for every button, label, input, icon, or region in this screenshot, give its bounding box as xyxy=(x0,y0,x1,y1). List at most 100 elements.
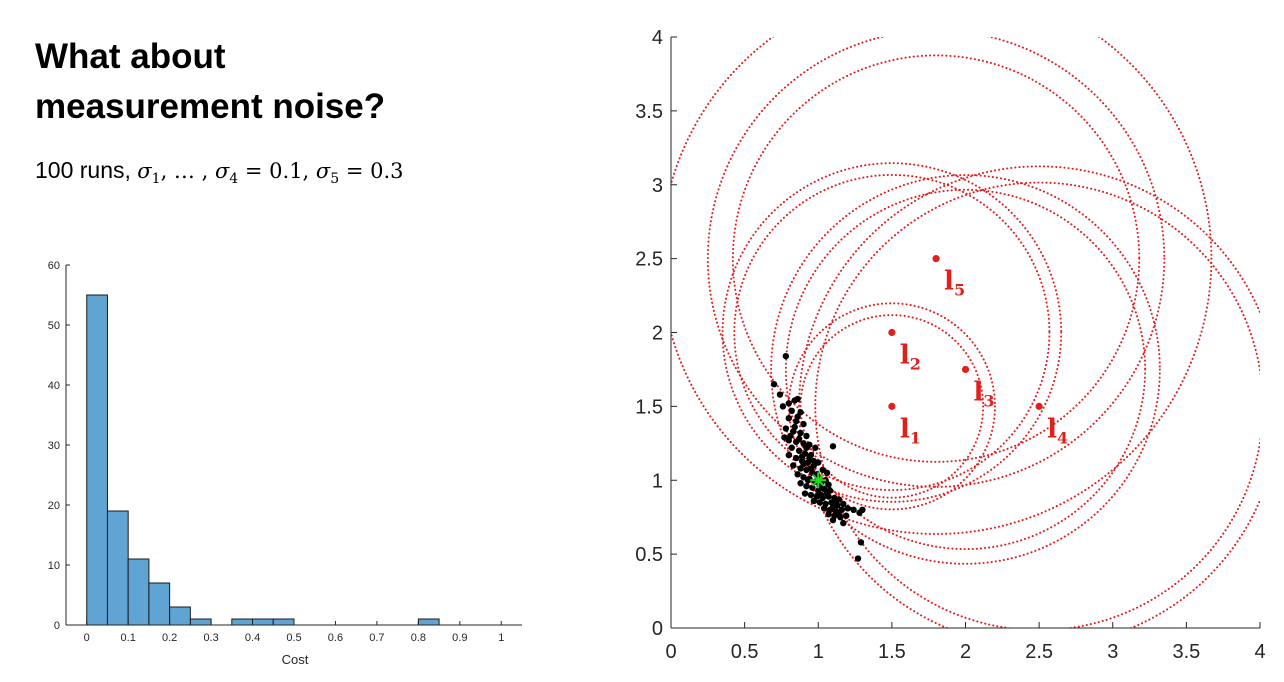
position-estimate-dot xyxy=(840,519,847,527)
histogram-x-tick-label: 0.4 xyxy=(245,632,260,644)
histogram-y-tick-label: 20 xyxy=(48,500,60,512)
subtitle-formula: σ1, … , σ4 = 0.1, σ5 = 0.3 xyxy=(137,159,404,187)
position-estimate-dot xyxy=(803,482,810,490)
histogram-x-tick-label: 0.6 xyxy=(328,632,343,644)
position-estimate-dot xyxy=(807,491,815,499)
position-estimate-dot xyxy=(823,490,831,497)
position-estimate-dot xyxy=(817,491,825,499)
position-estimate-dot xyxy=(800,460,807,468)
landmark-label: l5 xyxy=(944,267,965,300)
position-estimate-dot xyxy=(803,444,810,451)
scatter-y-tick-label: 1 xyxy=(652,470,663,492)
landmark-label: l2 xyxy=(900,341,921,374)
range-circle xyxy=(814,181,1260,628)
position-estimate-dot xyxy=(823,469,831,477)
range-circle xyxy=(733,173,1051,492)
formula-eq2: = 0.3 xyxy=(339,159,404,183)
scatter-x-tick-label: 2 xyxy=(960,641,971,663)
position-estimate-dot xyxy=(806,454,813,462)
slide-subtitle: 100 runs, σ1, … , σ4 = 0.1, σ5 = 0.3 xyxy=(35,157,404,187)
histogram-x-tick-label: 0.3 xyxy=(203,632,218,644)
position-estimate-dot xyxy=(794,395,801,403)
histogram-x-tick-label: 0.7 xyxy=(369,632,384,644)
position-estimate-dot xyxy=(825,511,832,518)
scatter-x-tick-label: 0 xyxy=(665,641,676,663)
subtitle-prefix: 100 runs, xyxy=(35,157,138,183)
position-estimate-dot xyxy=(770,381,778,388)
position-estimate-dot xyxy=(801,490,809,497)
position-estimate-dot xyxy=(785,400,792,407)
position-estimate-dot xyxy=(797,480,804,487)
position-estimate-dot xyxy=(807,465,815,472)
position-estimate-dot xyxy=(829,443,837,450)
position-estimate-dot xyxy=(809,484,816,491)
histogram-y-tick-label: 0 xyxy=(54,620,60,632)
position-estimate-dot xyxy=(779,403,787,410)
position-estimate-dot xyxy=(792,454,800,462)
scatter-y-tick-label: 3 xyxy=(652,175,663,197)
sigma-4-subscript: 4 xyxy=(229,171,239,188)
position-estimate-dot xyxy=(854,555,862,562)
position-estimate-dot xyxy=(787,432,794,440)
position-estimate-dot xyxy=(804,477,812,484)
position-estimate-dot xyxy=(800,420,807,428)
landmark-label-letter: l xyxy=(974,377,984,407)
sigma-5-subscript: 5 xyxy=(330,171,340,188)
position-estimate-dot xyxy=(785,451,792,459)
position-estimate-dot xyxy=(795,447,803,454)
landmark-label-subscript: 3 xyxy=(983,391,994,410)
range-circle xyxy=(721,162,1063,503)
position-estimate-dot xyxy=(835,509,843,516)
position-estimate-dot xyxy=(832,497,840,505)
position-estimate-dot xyxy=(825,481,832,488)
sigma-5-symbol: σ xyxy=(315,159,331,183)
histogram-x-tick-label: 0.9 xyxy=(452,632,467,644)
position-estimate-dot xyxy=(859,506,866,513)
histogram-y-tick-label: 50 xyxy=(48,320,60,332)
scatter-x-tick-label: 4 xyxy=(1254,641,1265,663)
range-circle xyxy=(799,314,985,499)
landmark-label: l3 xyxy=(974,377,995,410)
position-estimate-dot xyxy=(797,429,804,437)
position-estimate-dot xyxy=(794,471,801,478)
scatter-y-tick-label: 2.5 xyxy=(635,249,663,271)
scatter-x-tick-label: 2.5 xyxy=(1025,641,1053,663)
slide-title: What about measurement noise? xyxy=(35,32,385,132)
position-estimate-dot xyxy=(850,506,857,513)
landmark-label: l4 xyxy=(1047,414,1068,447)
landmark-dot xyxy=(961,365,970,374)
scatter-x-tick-label: 1.5 xyxy=(878,641,906,663)
position-estimate-dot xyxy=(782,352,790,360)
range-circle xyxy=(731,54,1141,463)
position-estimate-dot xyxy=(803,432,810,440)
range-circle xyxy=(671,37,1213,535)
slide-title-line1: What about xyxy=(35,37,226,76)
position-estimate-dot xyxy=(857,539,865,546)
landmark-label-subscript: 5 xyxy=(954,281,965,300)
position-estimate-dot xyxy=(829,516,837,524)
landmark-label: l1 xyxy=(900,414,921,447)
position-estimate-dot xyxy=(844,505,851,512)
formula-eq1: = 0.1, xyxy=(238,159,316,183)
true-position-stroke xyxy=(811,473,825,487)
histogram-chart: 0 0.1 0.2 0.3 0.4 0.5 0.6 0.7 0.8 0.9 101020304050… xyxy=(48,260,522,667)
position-estimate-dot xyxy=(810,497,818,505)
histogram-x-tick-label: 0.2 xyxy=(162,632,177,644)
range-circle xyxy=(706,37,1166,488)
histogram-x-tick-label: 1 xyxy=(498,632,504,644)
position-estimate-dot xyxy=(820,505,828,512)
histogram-y-tick-label: 60 xyxy=(48,260,60,272)
true-position-marker xyxy=(810,472,827,489)
scatter-x-tick-label: 1 xyxy=(813,641,824,663)
landmark-label-letter: l xyxy=(944,267,954,297)
plot-area xyxy=(671,37,1260,628)
scatter-y-tick-label: 1.5 xyxy=(635,396,663,418)
position-estimate-dot xyxy=(829,503,837,511)
scatter-y-tick-label: 3.5 xyxy=(635,101,663,123)
position-estimate-dot xyxy=(791,423,798,431)
range-circle xyxy=(770,174,1161,565)
position-estimate-dot xyxy=(812,444,819,451)
position-estimate-dot xyxy=(776,391,784,398)
landmark-label-letter: l xyxy=(1047,414,1057,444)
scatter-x-tick-label: 3 xyxy=(1107,641,1118,663)
